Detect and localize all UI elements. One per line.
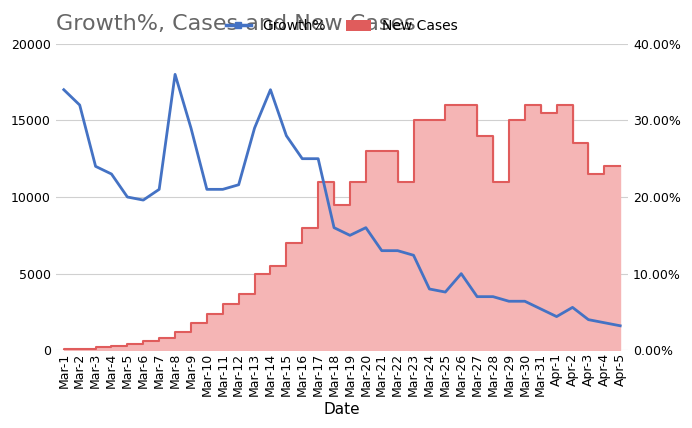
X-axis label: Date: Date bbox=[324, 402, 361, 417]
Legend: Growth%, New Cases: Growth%, New Cases bbox=[220, 14, 464, 39]
Text: Growth%, Cases and New Cases: Growth%, Cases and New Cases bbox=[56, 14, 416, 34]
